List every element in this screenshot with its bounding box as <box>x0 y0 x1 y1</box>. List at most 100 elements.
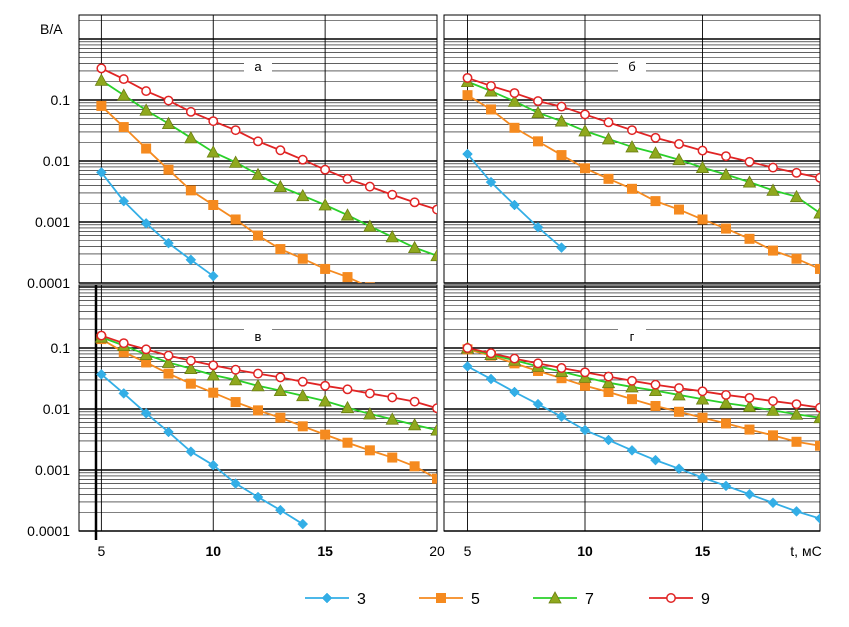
data-point-3 <box>603 434 614 446</box>
data-point-5 <box>320 263 331 274</box>
data-point-5 <box>141 143 152 154</box>
legend-marker <box>321 592 333 604</box>
panel-series-group <box>460 72 820 274</box>
panel-frame <box>78 14 438 284</box>
data-point-3 <box>697 472 708 483</box>
x-tick-label: 10 <box>577 543 593 559</box>
data-point-9 <box>815 172 820 183</box>
data-point-9 <box>230 364 241 375</box>
data-point-7 <box>648 146 663 159</box>
data-point-7 <box>296 388 310 402</box>
data-point-5 <box>297 253 308 264</box>
data-point-3 <box>462 361 473 372</box>
data-point-9 <box>409 396 420 407</box>
data-point-5 <box>509 122 520 133</box>
data-point-9 <box>409 197 420 208</box>
data-point-3 <box>163 237 174 249</box>
data-point-5 <box>768 245 778 256</box>
data-point-7 <box>648 383 663 397</box>
data-point-5 <box>185 185 196 196</box>
data-point-5 <box>432 473 437 484</box>
data-point-5 <box>342 272 353 283</box>
data-point-9 <box>342 384 353 395</box>
data-point-7 <box>625 380 639 393</box>
data-point-7 <box>206 145 220 158</box>
data-point-7 <box>139 103 153 116</box>
panel-label-box <box>244 329 272 345</box>
data-point-5 <box>627 394 637 405</box>
data-point-7 <box>578 124 592 137</box>
data-point-3 <box>140 407 152 419</box>
data-point-7 <box>789 189 804 203</box>
data-point-5 <box>533 136 543 147</box>
data-point-9 <box>791 399 802 410</box>
data-point-9 <box>744 156 755 167</box>
legend-item-3: 3 <box>305 591 366 608</box>
data-point-3 <box>626 444 638 456</box>
legend-item-7: 7 <box>533 591 594 608</box>
data-point-7 <box>296 188 310 202</box>
data-point-5 <box>674 406 684 417</box>
data-point-9 <box>627 375 637 386</box>
data-point-3 <box>791 505 802 517</box>
panel-series-group <box>460 341 820 524</box>
data-point-5 <box>320 429 331 440</box>
data-point-7 <box>625 140 639 153</box>
legend-label: 5 <box>471 591 480 608</box>
data-point-3 <box>579 424 591 436</box>
data-point-7 <box>672 152 686 166</box>
data-point-5 <box>208 199 219 210</box>
y-tick-label: 0.01 <box>43 153 70 169</box>
data-point-3 <box>185 254 197 266</box>
data-point-7 <box>789 407 804 420</box>
x-tick-label: 5 <box>464 543 472 559</box>
data-point-9 <box>462 343 473 353</box>
data-point-3 <box>767 497 779 509</box>
y-tick-label: 0.0001 <box>27 275 70 291</box>
data-point-5 <box>650 400 661 411</box>
data-point-7 <box>318 198 332 211</box>
data-point-5 <box>815 263 820 274</box>
data-point-5 <box>650 196 661 207</box>
data-point-5 <box>580 163 590 174</box>
series-line-9 <box>100 67 437 211</box>
data-point-3 <box>485 373 497 385</box>
data-point-3 <box>297 518 309 530</box>
data-point-7 <box>94 73 109 86</box>
data-point-9 <box>253 136 263 147</box>
data-point-3 <box>207 270 219 282</box>
data-point-7 <box>161 355 176 368</box>
data-point-9 <box>603 371 614 382</box>
data-point-5 <box>486 104 496 115</box>
panel-series-group <box>94 63 437 283</box>
data-point-5 <box>163 164 174 175</box>
data-point-7 <box>672 388 686 401</box>
data-point-5 <box>721 223 731 234</box>
data-point-5 <box>697 214 708 225</box>
data-point-9 <box>650 379 661 390</box>
data-point-3 <box>252 491 264 503</box>
data-point-9 <box>387 189 398 200</box>
data-point-9 <box>580 109 590 120</box>
data-point-5 <box>815 440 820 451</box>
data-point-7 <box>742 175 757 188</box>
data-point-7 <box>363 219 377 232</box>
data-point-7 <box>695 160 710 173</box>
data-point-5 <box>603 386 614 397</box>
data-point-7 <box>407 240 422 254</box>
data-point-9 <box>118 74 129 85</box>
data-point-9 <box>509 353 520 364</box>
panel-label-box <box>244 59 272 75</box>
y-tick-label: 0.01 <box>43 401 70 417</box>
data-point-3 <box>720 480 732 492</box>
legend-label: 9 <box>701 591 710 608</box>
data-point-5 <box>230 214 241 225</box>
data-point-9 <box>486 348 496 359</box>
panel-label: в <box>255 329 262 344</box>
panel-label-box <box>618 59 646 75</box>
x-tick-label: 20 <box>429 543 445 559</box>
data-point-7 <box>184 361 198 374</box>
series-line-5 <box>100 338 437 480</box>
data-point-5 <box>387 452 398 463</box>
